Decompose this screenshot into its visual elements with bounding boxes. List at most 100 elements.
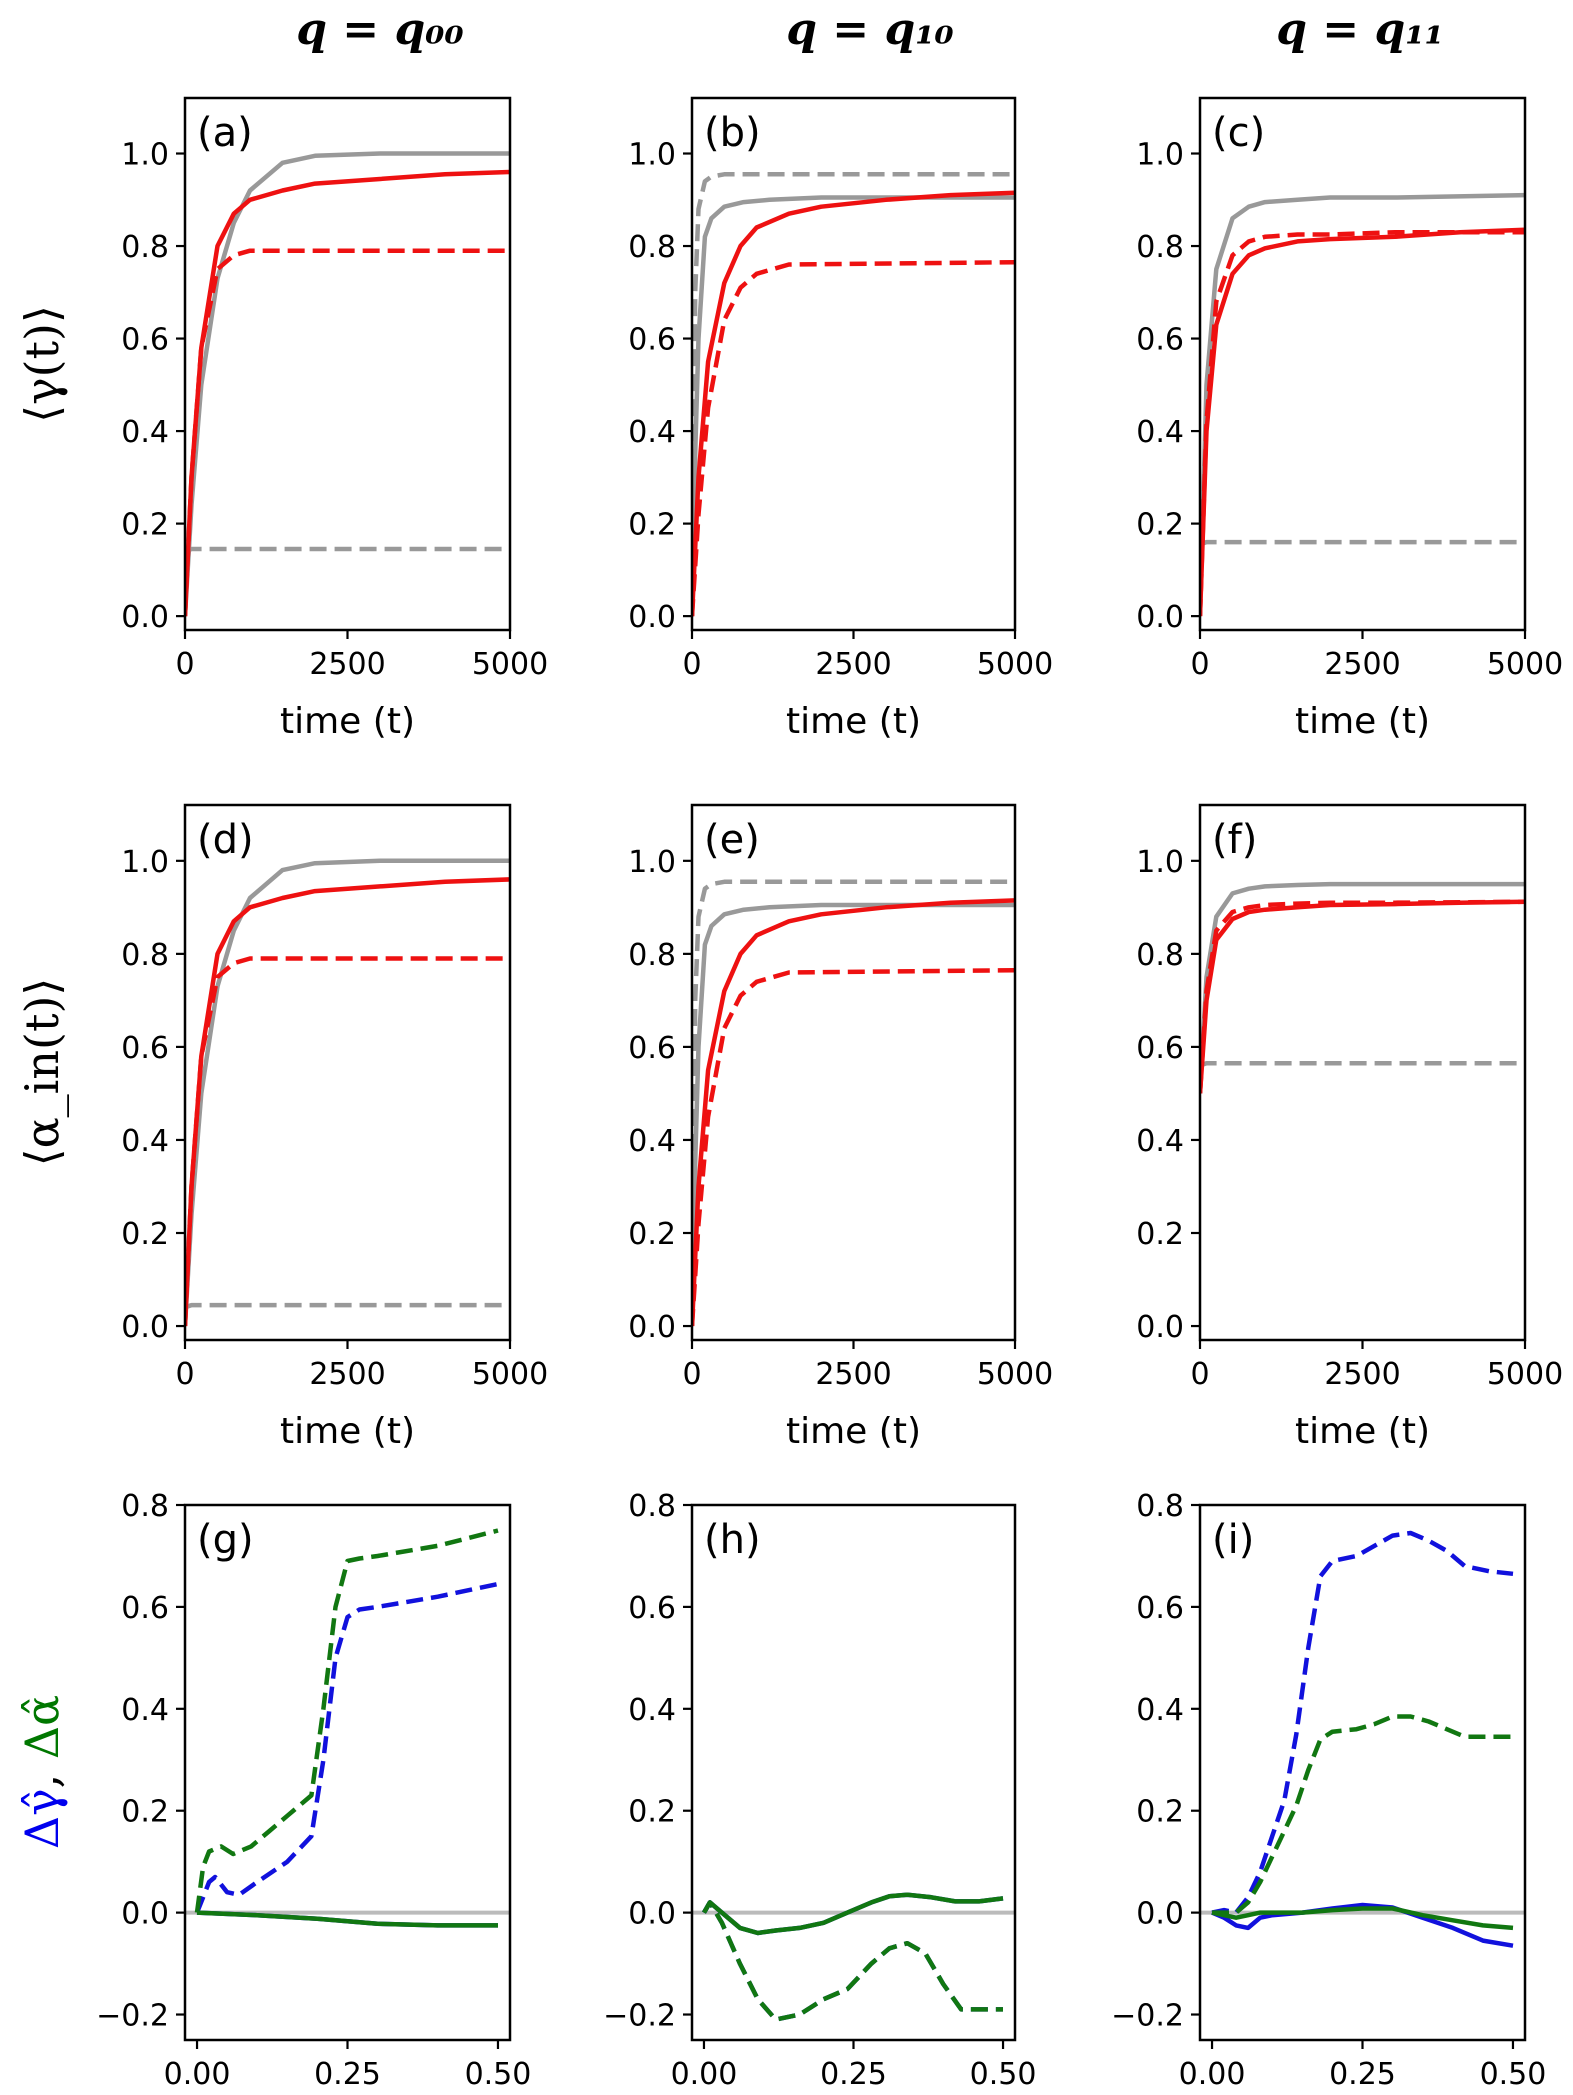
- y-tick-label: 0.6: [121, 1031, 169, 1066]
- y-tick-label: 0.4: [121, 1693, 169, 1728]
- y-tick-label: 0.8: [628, 230, 676, 265]
- series-line-gray-solid: [692, 902, 1015, 1327]
- y-tick-label: 0.0: [1136, 1897, 1184, 1932]
- y-tick-label: 0.6: [1136, 1031, 1184, 1066]
- panel-label: (h): [704, 1517, 761, 1563]
- x-tick-label: 0: [682, 1357, 701, 1392]
- y-tick-label: 0.8: [1136, 938, 1184, 973]
- series-line-gray-solid: [1200, 192, 1525, 617]
- y-tick-label: 0.6: [121, 323, 169, 358]
- y-axis-label-row-1: ⟨γ(t)⟩: [15, 305, 69, 423]
- panel-a: 0.0 0.2 0.4 0.6 0.8 1.0 0 2500 5000 (a) time (t): [121, 96, 548, 742]
- y-tick-label: 0.4: [628, 1693, 676, 1728]
- y-axis-label-part: Δγ̂: [15, 1788, 69, 1849]
- x-tick-label: 0.25: [820, 2057, 887, 2092]
- x-tick-label: 2500: [1324, 1357, 1400, 1392]
- x-tick-label: 5000: [472, 1357, 548, 1392]
- y-tick-label: 0.4: [628, 415, 676, 450]
- series-line-green-dashed: [194, 1528, 499, 1913]
- x-tick-label: 2500: [309, 647, 385, 682]
- panel-d: 0.0 0.2 0.4 0.6 0.8 1.0 0 2500 5000 (d) time (t): [121, 803, 548, 1452]
- series-line-red-solid: [692, 898, 1015, 1327]
- series-line-blue-dashed: [194, 1581, 499, 1914]
- series-line-red-dashed: [185, 248, 510, 617]
- x-axis-label: time (t): [1295, 701, 1430, 742]
- y-tick-label: 0.4: [1136, 1124, 1184, 1159]
- series-line-red-dashed: [1200, 899, 1525, 1094]
- x-axis-label: time (t): [280, 701, 415, 742]
- y-tick-label: 0.8: [628, 938, 676, 973]
- y-tick-label: 0.6: [628, 323, 676, 358]
- y-tick-label: 0.0: [628, 1897, 676, 1932]
- x-tick-label: 0.25: [1329, 2057, 1396, 2092]
- panel-h: −0.20.00.20.40.60.80.000.250.50(h)noise …: [603, 1489, 1037, 2092]
- panel-b: 0.0 0.2 0.4 0.6 0.8 1.0 0 2500 5000 (b) time (t): [628, 96, 1053, 742]
- panel-label: (d): [197, 817, 254, 863]
- series-line-red-dashed: [692, 259, 1015, 617]
- y-tick-label: −0.2: [1111, 1999, 1184, 2034]
- series-line-green-solid: [1211, 1906, 1514, 1931]
- series-line-blue-dashed: [1211, 1530, 1514, 1915]
- series-group: [185, 1528, 510, 1928]
- y-tick-label: 0.8: [1136, 1489, 1184, 1524]
- y-tick-label: 0.6: [121, 1591, 169, 1626]
- panel-label: (g): [197, 1517, 254, 1563]
- x-tick-label: 5000: [1487, 1357, 1563, 1392]
- panel-label: (c): [1212, 110, 1265, 156]
- column-title-q11: q = q₁₁: [1276, 4, 1444, 55]
- x-tick-label: 0: [175, 647, 194, 682]
- y-tick-label: 1.0: [121, 138, 169, 173]
- x-tick-label: 0.00: [671, 2057, 738, 2092]
- series-group: [1200, 881, 1525, 1094]
- axes-frame: [690, 803, 1017, 1342]
- x-tick-label: 0.00: [164, 2057, 231, 2092]
- y-axis-label-part: ,: [15, 1759, 69, 1788]
- x-tick-label: 5000: [977, 1357, 1053, 1392]
- x-tick-label: 2500: [815, 1357, 891, 1392]
- x-tick-label: 5000: [1487, 647, 1563, 682]
- y-tick-label: 0.0: [1136, 1310, 1184, 1345]
- x-tick-label: 0.50: [1480, 2057, 1547, 2092]
- series-line-gray-dashed: [185, 546, 510, 554]
- y-tick-label: 0.0: [628, 1310, 676, 1345]
- x-tick-label: 2500: [309, 1357, 385, 1392]
- series-line-red-solid: [1200, 227, 1525, 617]
- y-tick-label: 0.6: [1136, 323, 1184, 358]
- y-tick-label: 1.0: [121, 845, 169, 880]
- x-axis-label: time (t): [280, 1411, 415, 1452]
- y-axis-label-part: Δα̂: [15, 1695, 69, 1759]
- y-tick-label: 0.2: [121, 508, 169, 543]
- panel-g: −0.20.00.20.40.60.80.000.250.50(g)noise …: [96, 1489, 531, 2092]
- y-tick-label: 0.8: [121, 1489, 169, 1524]
- series-line-green-dashed: [702, 1900, 1003, 2022]
- series-group: [692, 879, 1015, 1327]
- series-line-gray-solid: [692, 195, 1015, 617]
- y-tick-label: 0.2: [1136, 508, 1184, 543]
- x-tick-label: 5000: [472, 647, 548, 682]
- series-line-gray-dashed: [1200, 539, 1525, 547]
- y-tick-label: 0.4: [628, 1124, 676, 1159]
- y-tick-label: 0.2: [121, 1217, 169, 1252]
- y-tick-label: 0.2: [628, 508, 676, 543]
- y-tick-label: 0.4: [121, 1124, 169, 1159]
- series-group: [692, 1892, 1015, 2022]
- panel-label: (a): [197, 110, 253, 156]
- x-tick-label: 0.50: [970, 2057, 1037, 2092]
- y-tick-label: 0.2: [628, 1217, 676, 1252]
- row-y-labels: ⟨γ(t)⟩ ⟨α_in(t)⟩ Δγ̂, Δα̂: [15, 305, 69, 1849]
- x-axis-label: time (t): [786, 1411, 921, 1452]
- series-line-green-solid: [702, 1892, 1004, 1936]
- column-title-q00: q = q₀₀: [296, 4, 464, 55]
- y-tick-label: 0.6: [628, 1031, 676, 1066]
- y-tick-label: 0.2: [628, 1795, 676, 1830]
- y-tick-label: 0.0: [121, 1310, 169, 1345]
- x-tick-label: 0.25: [314, 2057, 381, 2092]
- panel-c: 0.0 0.2 0.4 0.6 0.8 1.0 0 2500 5000 (c) time (t): [1136, 96, 1563, 742]
- x-tick-label: 0: [175, 1357, 194, 1392]
- y-tick-label: 0.6: [1136, 1591, 1184, 1626]
- y-tick-label: 1.0: [1136, 845, 1184, 880]
- series-line-gray-dashed: [692, 879, 1015, 1327]
- y-tick-label: 0.2: [1136, 1795, 1184, 1830]
- x-tick-label: 0.00: [1179, 2057, 1246, 2092]
